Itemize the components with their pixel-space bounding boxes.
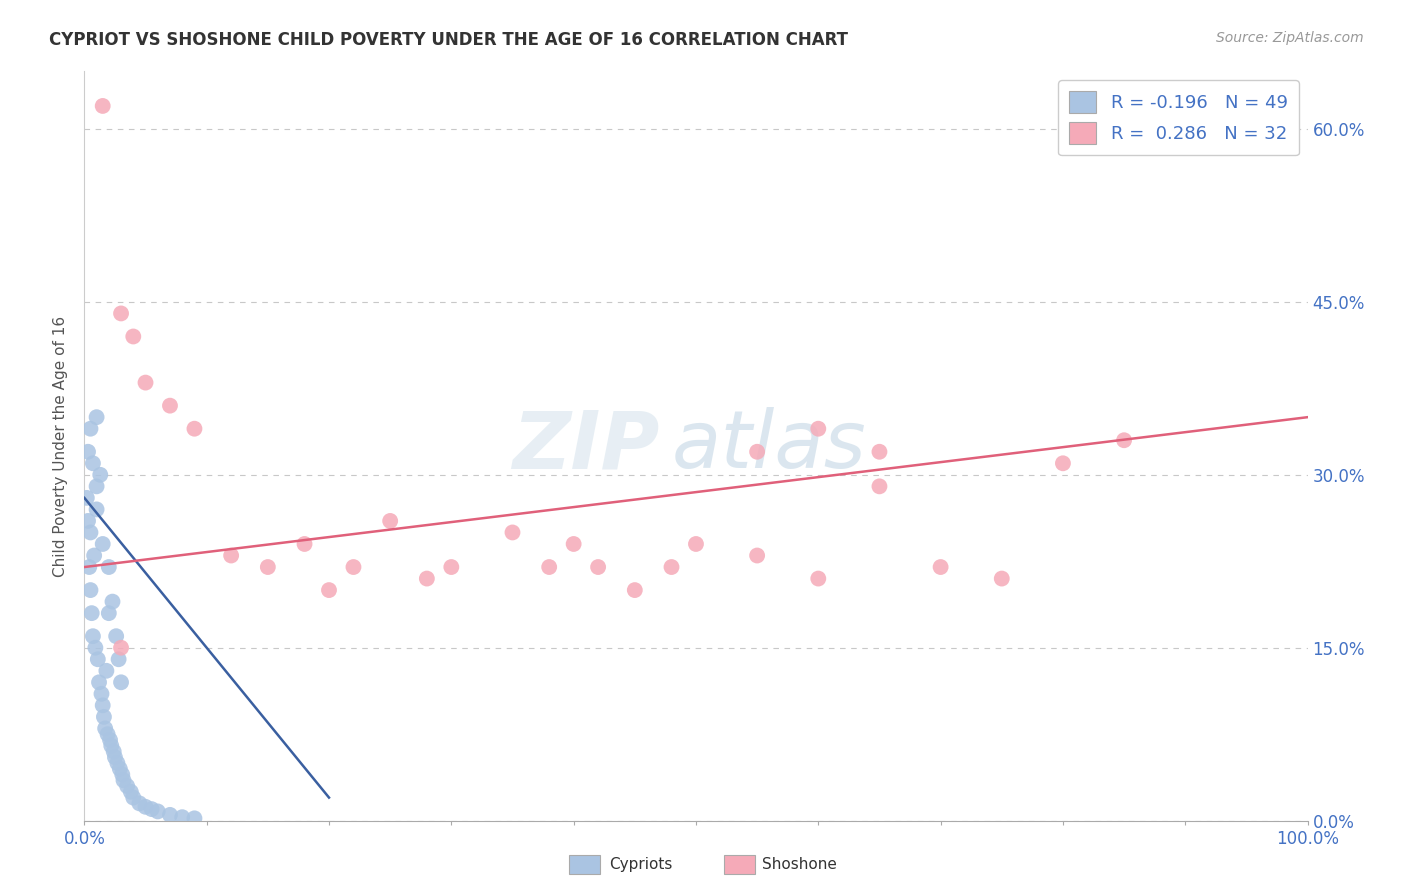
- Point: [108, 762, 131, 776]
- Point: [183, 422, 205, 436]
- Point: [110, 306, 132, 320]
- Point: [991, 572, 1014, 586]
- Point: [257, 560, 280, 574]
- Point: [104, 750, 127, 764]
- Point: [97, 606, 120, 620]
- Point: [91, 537, 114, 551]
- Text: atlas: atlas: [672, 407, 866, 485]
- Point: [91, 99, 114, 113]
- Point: [1114, 434, 1136, 448]
- Point: [105, 756, 128, 770]
- Point: [538, 560, 561, 574]
- Point: [219, 549, 242, 563]
- Point: [869, 444, 891, 458]
- Point: [172, 810, 194, 824]
- Point: [79, 525, 101, 540]
- Point: [77, 560, 100, 574]
- Point: [86, 479, 108, 493]
- Point: [82, 456, 104, 470]
- Point: [869, 479, 891, 493]
- Point: [120, 785, 142, 799]
- Point: [87, 675, 110, 690]
- Point: [807, 572, 830, 586]
- Point: [111, 767, 134, 781]
- Point: [122, 790, 145, 805]
- Point: [96, 664, 118, 678]
- Point: [135, 799, 157, 814]
- Point: [76, 491, 98, 505]
- Point: [101, 594, 124, 608]
- Point: [100, 739, 122, 753]
- Point: [105, 629, 128, 643]
- Point: [128, 797, 150, 811]
- Point: [159, 808, 181, 822]
- Point: [685, 537, 707, 551]
- Point: [86, 410, 108, 425]
- Point: [122, 329, 145, 343]
- Point: [91, 698, 114, 713]
- Point: [98, 733, 121, 747]
- Point: [86, 502, 108, 516]
- Point: [502, 525, 524, 540]
- Legend: R = -0.196   N = 49, R =  0.286   N = 32: R = -0.196 N = 49, R = 0.286 N = 32: [1059, 80, 1299, 155]
- Point: [318, 583, 340, 598]
- Point: [661, 560, 683, 574]
- Point: [342, 560, 364, 574]
- Point: [112, 773, 135, 788]
- Point: [747, 549, 769, 563]
- Text: Shoshone: Shoshone: [762, 857, 837, 871]
- Point: [183, 811, 205, 825]
- Point: [79, 422, 101, 436]
- Point: [807, 422, 830, 436]
- Point: [80, 606, 103, 620]
- Point: [103, 744, 125, 758]
- Point: [107, 652, 129, 666]
- Y-axis label: Child Poverty Under the Age of 16: Child Poverty Under the Age of 16: [53, 316, 69, 576]
- Point: [1052, 456, 1074, 470]
- Point: [93, 710, 115, 724]
- Point: [747, 444, 769, 458]
- Point: [141, 802, 163, 816]
- Point: [440, 560, 463, 574]
- Point: [110, 640, 132, 655]
- Point: [82, 629, 104, 643]
- Point: [929, 560, 952, 574]
- Point: [97, 727, 120, 741]
- Point: [83, 549, 105, 563]
- Point: [586, 560, 609, 574]
- Point: [146, 805, 169, 819]
- Point: [110, 675, 132, 690]
- Point: [94, 722, 117, 736]
- Point: [115, 779, 138, 793]
- Point: [294, 537, 316, 551]
- Point: [77, 444, 100, 458]
- Text: CYPRIOT VS SHOSHONE CHILD POVERTY UNDER THE AGE OF 16 CORRELATION CHART: CYPRIOT VS SHOSHONE CHILD POVERTY UNDER …: [49, 31, 848, 49]
- Text: Source: ZipAtlas.com: Source: ZipAtlas.com: [1216, 31, 1364, 45]
- Point: [159, 399, 181, 413]
- Point: [562, 537, 585, 551]
- Point: [624, 583, 647, 598]
- Point: [89, 467, 111, 482]
- Text: ZIP: ZIP: [512, 407, 659, 485]
- Point: [90, 687, 112, 701]
- Point: [380, 514, 402, 528]
- Text: Cypriots: Cypriots: [609, 857, 672, 871]
- Point: [97, 560, 120, 574]
- Point: [87, 652, 110, 666]
- Point: [79, 583, 101, 598]
- Point: [77, 514, 100, 528]
- Point: [416, 572, 439, 586]
- Point: [84, 640, 107, 655]
- Point: [135, 376, 157, 390]
